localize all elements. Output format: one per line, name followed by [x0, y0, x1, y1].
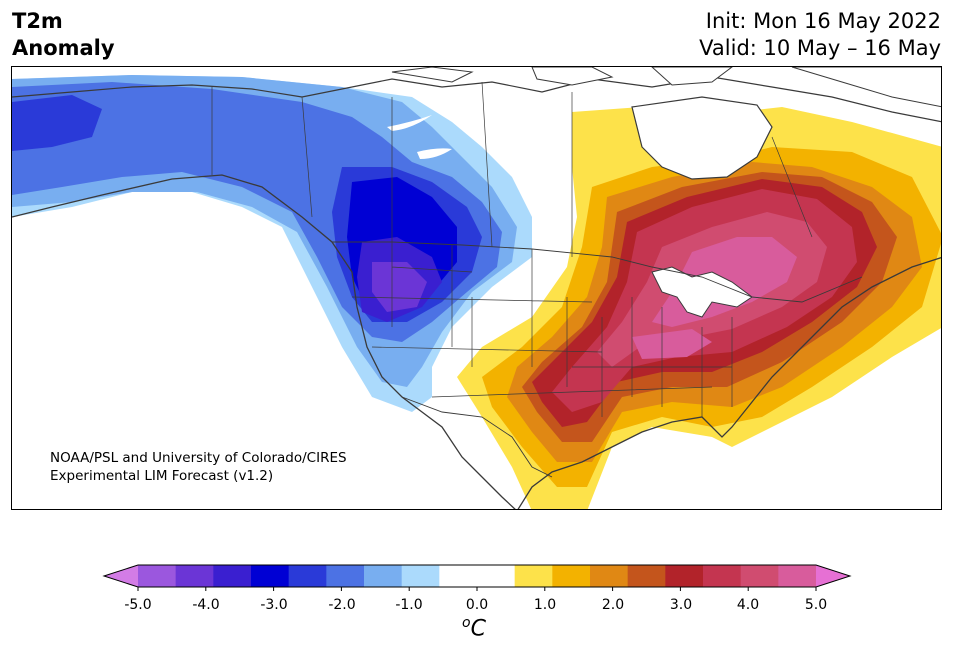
contour-minus-4 [372, 262, 427, 312]
coastline-arctic [12, 76, 941, 123]
colorbar-swatch [703, 565, 742, 587]
colorbar-extend-low [104, 565, 138, 587]
contour-minus-2.5 [12, 95, 102, 151]
colorbar [0, 560, 953, 598]
unit-base: C [470, 616, 486, 642]
title-line-1: T2m [12, 9, 63, 33]
colorbar-svg [102, 564, 852, 591]
colorbar-swatch [665, 565, 704, 587]
map-svg [12, 67, 941, 509]
colorbar-tick-labels: -5.0 -4.0 -3.0 -2.0 -1.0 0.0 1.0 2.0 3.0… [0, 597, 953, 617]
colorbar-swatch [590, 565, 629, 587]
contour-plus-4.5-b [632, 329, 712, 359]
tick-label: 5.0 [804, 597, 828, 613]
colorbar-extend-high [816, 565, 850, 587]
colorbar-swatch [552, 565, 591, 587]
credit-line-1: NOAA/PSL and University of Colorado/CIRE… [50, 450, 347, 466]
colorbar-unit: oC [462, 615, 486, 641]
coastline-west [12, 174, 516, 509]
colorbar-swatch [514, 565, 553, 587]
tick-label: -3.0 [260, 597, 288, 613]
great-lakes [651, 266, 753, 318]
colorbar-swatch [213, 565, 252, 587]
valid-period: Valid: 10 May – 16 May [699, 36, 941, 60]
tick-label: 1.0 [533, 597, 557, 613]
credit-line-2: Experimental LIM Forecast (v1.2) [50, 468, 274, 484]
tick-label: 4.0 [736, 597, 760, 613]
colorbar-swatch [288, 565, 327, 587]
tick-label: -5.0 [124, 597, 152, 613]
init-date: Init: Mon 16 May 2022 [705, 9, 941, 33]
colorbar-swatch [778, 565, 817, 587]
tick-label: -4.0 [192, 597, 220, 613]
hudson-bay [631, 96, 773, 180]
colorbar-swatch [627, 565, 666, 587]
border-us-canada [332, 241, 863, 303]
colorbar-swatch [477, 565, 516, 587]
tick-label: -2.0 [328, 597, 356, 613]
anomaly-map: NOAA/PSL and University of Colorado/CIRE… [11, 66, 942, 510]
colorbar-swatch [251, 565, 290, 587]
colorbar-swatch [364, 565, 403, 587]
border-us-mexico [401, 396, 553, 478]
tick-label: 2.0 [601, 597, 625, 613]
province-lines [211, 81, 813, 257]
map-credit: NOAA/PSL and University of Colorado/CIRE… [50, 449, 347, 485]
map-title: T2m Anomaly [12, 8, 115, 62]
coastline-gulf [517, 256, 941, 509]
arctic-islands [391, 67, 941, 108]
lake-bits [387, 115, 452, 159]
colorbar-swatch [326, 565, 365, 587]
tick-label: 3.0 [669, 597, 693, 613]
colorbar-swatch [401, 565, 440, 587]
unit-degree: o [462, 615, 471, 631]
colorbar-swatch [740, 565, 779, 587]
colorbar-swatch [138, 565, 177, 587]
colorbar-swatch [439, 565, 478, 587]
tick-label: -1.0 [395, 597, 423, 613]
colorbar-swatch [175, 565, 214, 587]
title-line-2: Anomaly [12, 36, 115, 60]
state-lines [351, 242, 733, 417]
forecast-dates: Init: Mon 16 May 2022 Valid: 10 May – 16… [699, 8, 941, 62]
tick-label: 0.0 [465, 597, 489, 613]
